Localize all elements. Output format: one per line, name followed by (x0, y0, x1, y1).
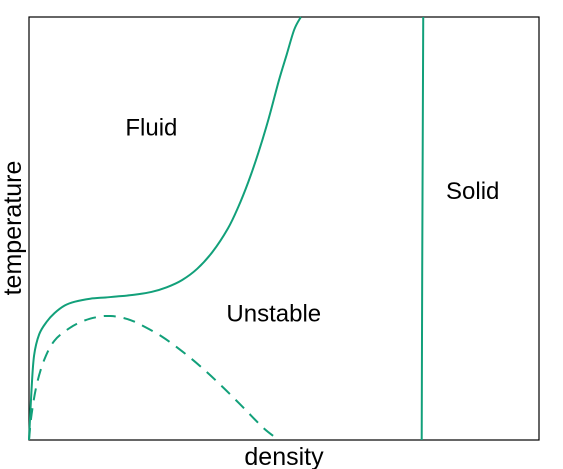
plot-frame (28, 16, 540, 441)
series-line-1 (28, 16, 302, 441)
series-line-2 (28, 314, 280, 441)
x-axis-label: density (244, 443, 324, 469)
region-label-solid: Solid (446, 178, 499, 205)
series-layer (28, 16, 425, 441)
y-axis-label: temperature (0, 161, 27, 296)
region-label-unstable: Unstable (226, 301, 321, 328)
region-label-fluid: Fluid (125, 114, 177, 141)
annotation-layer: Fluid Solid Unstable (125, 114, 499, 327)
series-line-3 (420, 16, 425, 441)
